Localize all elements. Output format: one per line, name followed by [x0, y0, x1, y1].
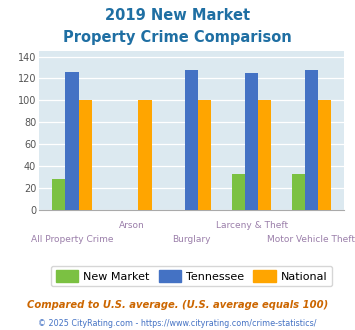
Bar	[292, 174, 305, 210]
Text: All Property Crime: All Property Crime	[31, 235, 113, 244]
Legend: New Market, Tennessee, National: New Market, Tennessee, National	[51, 266, 332, 286]
Text: Larceny & Theft: Larceny & Theft	[215, 221, 288, 230]
Text: Arson: Arson	[119, 221, 145, 230]
Text: Burglary: Burglary	[173, 235, 211, 244]
Bar	[305, 70, 318, 210]
Text: Compared to U.S. average. (U.S. average equals 100): Compared to U.S. average. (U.S. average …	[27, 300, 328, 310]
Bar	[65, 72, 78, 210]
Bar	[198, 100, 212, 210]
Bar	[318, 100, 331, 210]
Text: © 2025 CityRating.com - https://www.cityrating.com/crime-statistics/: © 2025 CityRating.com - https://www.city…	[38, 319, 317, 328]
Bar	[138, 100, 152, 210]
Text: Property Crime Comparison: Property Crime Comparison	[63, 30, 292, 45]
Text: Motor Vehicle Theft: Motor Vehicle Theft	[267, 235, 355, 244]
Bar	[185, 70, 198, 210]
Bar	[232, 174, 245, 210]
Bar	[52, 179, 65, 210]
Bar	[78, 100, 92, 210]
Bar	[245, 73, 258, 210]
Text: 2019 New Market: 2019 New Market	[105, 8, 250, 23]
Bar	[258, 100, 271, 210]
